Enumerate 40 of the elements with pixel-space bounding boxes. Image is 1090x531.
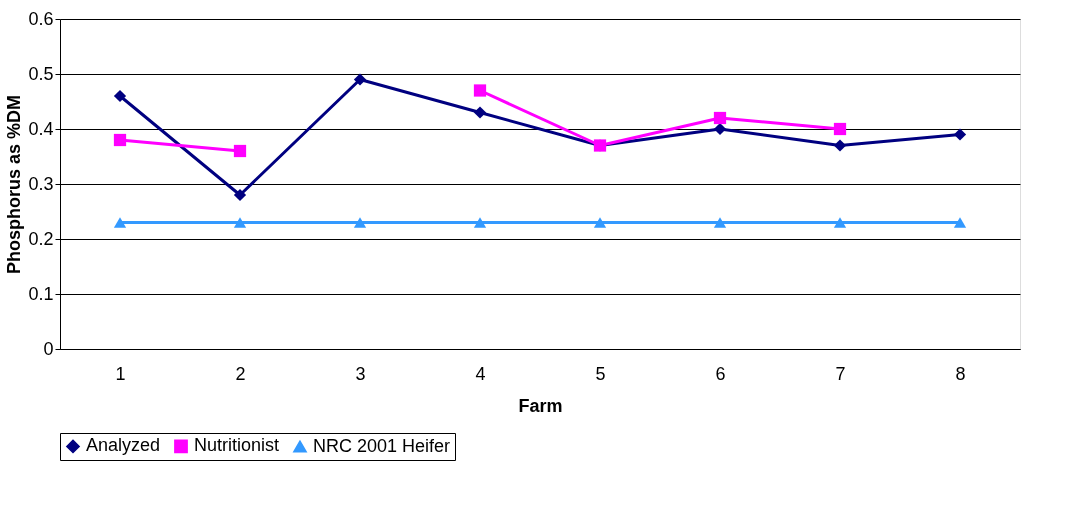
- point: [833, 217, 847, 228]
- x-tick-label: 1: [115, 363, 126, 384]
- point: [713, 122, 727, 136]
- y-tick-label: 0.5: [28, 63, 54, 84]
- point: [953, 128, 967, 141]
- x-tick-label: 6: [715, 363, 726, 384]
- point: [233, 188, 247, 202]
- point: [233, 144, 247, 158]
- x-tick-label: 2: [235, 363, 246, 384]
- point: [593, 217, 607, 228]
- legend-label: NRC 2001 Heifer: [313, 435, 451, 456]
- point: [713, 111, 727, 125]
- x-tick-label: 7: [835, 363, 846, 384]
- x-tick-label: 8: [955, 363, 966, 384]
- x-tick-label: 3: [355, 363, 366, 384]
- x-tick-label: 5: [595, 363, 606, 384]
- point: [353, 217, 367, 228]
- y-tick-label: 0.1: [28, 283, 54, 304]
- point: [113, 133, 127, 147]
- y-tick-label: 0: [43, 338, 54, 359]
- y-tick-label: 0.4: [28, 118, 54, 139]
- point: [233, 217, 247, 228]
- point: [833, 122, 847, 136]
- point: [113, 217, 127, 228]
- point: [473, 217, 487, 228]
- y-tick-label: 0.6: [28, 8, 54, 29]
- y-tick-label: 0.3: [28, 173, 54, 194]
- point: [713, 217, 727, 228]
- x-tick-label: 4: [475, 363, 486, 384]
- point: [833, 139, 847, 152]
- y-axis-title: Phosphorus as %DM: [4, 94, 25, 275]
- y-tick-label: 0.2: [28, 228, 54, 249]
- point: [473, 106, 487, 119]
- point: [473, 84, 487, 97]
- x-axis-title: Farm: [518, 395, 563, 416]
- legend-label: Analyzed: [86, 435, 161, 456]
- legend-label: Nutritionist: [194, 435, 280, 456]
- point: [953, 217, 967, 228]
- point: [353, 73, 367, 86]
- point: [113, 89, 127, 103]
